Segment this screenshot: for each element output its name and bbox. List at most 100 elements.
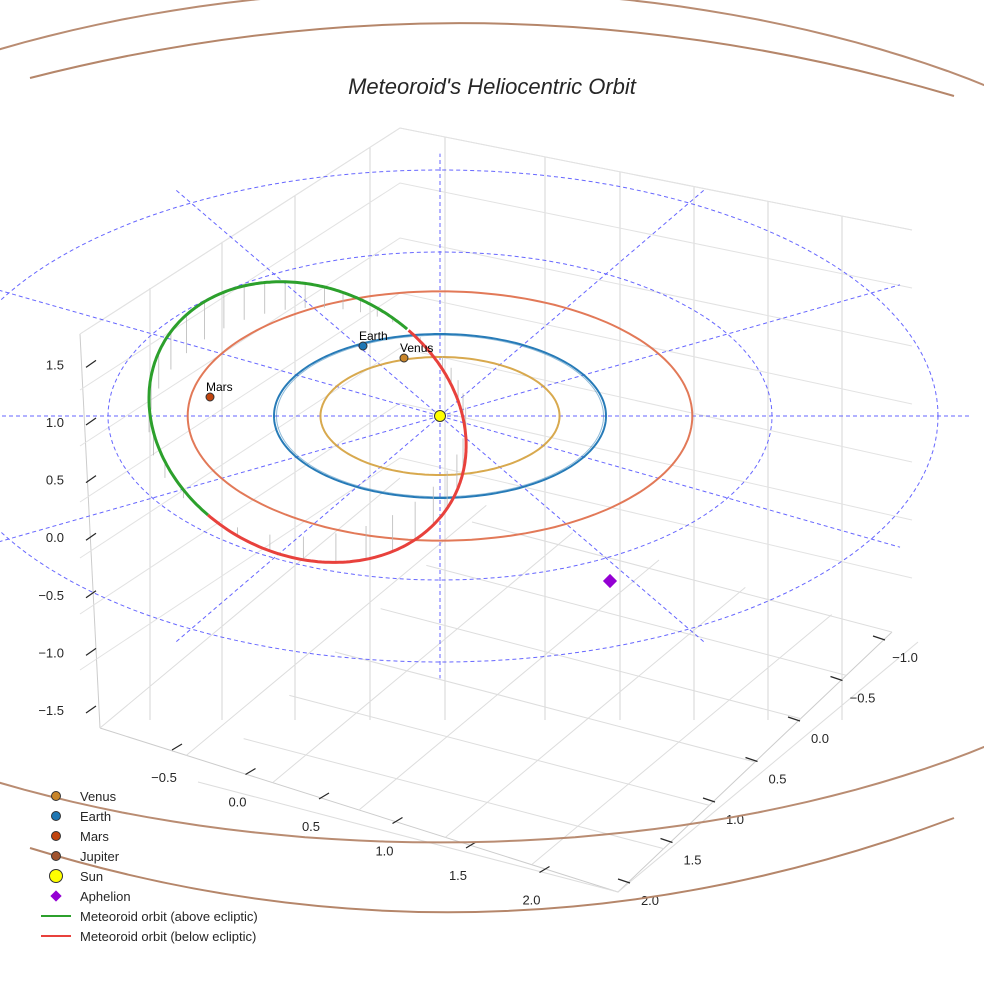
sun-marker — [434, 410, 446, 422]
z-tick-mark — [85, 705, 97, 714]
x-tick-label: 1.5 — [449, 868, 467, 883]
gridline-wall — [79, 457, 913, 671]
legend-swatch — [51, 811, 61, 821]
legend-label: Meteoroid orbit (below ecliptic) — [80, 928, 257, 944]
x-tick-label: −0.5 — [151, 770, 177, 785]
gridline-wall — [79, 127, 913, 335]
gridline-floor — [243, 738, 664, 850]
z-tick-mark — [85, 475, 97, 484]
axis-ticks: −1.5 −1.0 −0.5 0.0 0.5 1.0 1.5 −0.5 0.0 0.5 1.0 1.5… — [38, 357, 918, 908]
legend: Venus Earth Mars Jupiter Sun Aphelion Meteoroi… — [40, 786, 258, 946]
reference-spoke — [439, 415, 706, 644]
gridline-wall — [79, 402, 913, 615]
orbit-jupiter — [0, 0, 984, 844]
meteoroid-orbit-below — [207, 329, 468, 564]
planet-marker-venus — [399, 353, 409, 363]
gridline-wall — [79, 237, 913, 447]
ecliptic-reference-grid — [0, 153, 972, 679]
legend-label: Sun — [80, 868, 104, 884]
orbit-earth-trace — [275, 334, 604, 498]
reference-spoke — [174, 415, 441, 644]
z-tick-mark — [85, 532, 97, 541]
legend-item: Aphelion — [40, 886, 258, 906]
reference-spoke — [439, 284, 901, 417]
gridline-floor — [186, 504, 487, 756]
gridline-wall — [79, 347, 913, 559]
legend-swatch — [41, 915, 71, 917]
legend-label: Venus — [80, 788, 117, 804]
legend-label: Earth — [80, 808, 112, 824]
x-tick-mark — [392, 816, 403, 825]
x-tick-mark — [539, 865, 550, 874]
planet-marker-mars — [205, 392, 215, 402]
z-tick-mark — [85, 647, 97, 656]
legend-item: Earth — [40, 806, 258, 826]
y-tick-mark — [745, 756, 758, 763]
gridline-wall — [79, 182, 913, 391]
gridline-floor — [445, 586, 746, 838]
gridline-floor — [99, 477, 401, 729]
y-tick-label: 0.0 — [811, 731, 829, 746]
gridline-floor — [531, 614, 832, 866]
legend-swatch — [51, 851, 61, 861]
legend-item: Venus — [40, 786, 258, 806]
z-tick-label: 0.5 — [46, 473, 64, 488]
y-tick-label: −1.0 — [892, 650, 918, 665]
legend-key — [40, 806, 72, 826]
z-tick-label: 1.0 — [46, 415, 64, 430]
meteoroid-orbit — [147, 280, 468, 564]
legend-swatch — [50, 890, 62, 902]
legend-label: Jupiter — [80, 848, 120, 864]
y-tick-label: −0.5 — [850, 691, 876, 706]
x-tick-mark — [245, 767, 256, 776]
reference-spoke — [0, 289, 441, 417]
orbit-jupiter-bottom-arc — [29, 817, 955, 914]
orbit-mars — [186, 290, 694, 542]
planet-orbits — [0, 0, 984, 914]
z-tick-label: 1.5 — [46, 357, 64, 372]
legend-label: Aphelion — [80, 888, 131, 904]
reference-spoke — [439, 188, 706, 417]
z-tick-label: −1.5 — [38, 703, 64, 718]
planet-marker-earth — [358, 341, 368, 351]
aphelion-marker — [602, 573, 618, 589]
gridline-floor — [426, 564, 847, 676]
gridline-floor — [289, 694, 710, 806]
z-tick-mark — [85, 417, 97, 426]
gridline-floor — [617, 641, 919, 893]
chart-title: Meteoroid's Heliocentric Orbit — [348, 74, 636, 99]
legend-key — [40, 866, 72, 886]
planet-label-earth: Earth — [359, 329, 388, 343]
gridline-floor — [272, 532, 573, 784]
gridline-floor — [471, 521, 893, 633]
reference-spoke — [174, 188, 441, 417]
legend-item: Meteoroid orbit (below ecliptic) — [40, 926, 258, 946]
orbit-venus — [319, 356, 561, 476]
markers: Earth Venus Mars — [205, 329, 618, 589]
z-tick-label: −1.0 — [38, 645, 64, 660]
legend-item: Mars — [40, 826, 258, 846]
y-tick-mark — [702, 797, 716, 803]
y-tick-mark — [830, 675, 843, 682]
y-tick-mark — [787, 716, 801, 722]
y-tick-mark — [872, 635, 886, 641]
x-tick-label: 0.5 — [302, 819, 320, 834]
legend-key — [40, 786, 72, 806]
gridline-floor — [334, 651, 756, 763]
x-tick-label: 1.0 — [375, 844, 393, 859]
y-tick-label: 0.5 — [768, 772, 786, 787]
y-tick-mark — [617, 878, 631, 884]
gridline-floor — [380, 608, 801, 720]
meteoroid-orbit-above — [147, 280, 409, 517]
legend-key — [40, 846, 72, 866]
x-tick-mark — [171, 743, 183, 751]
z-tick-label: 0.0 — [46, 530, 64, 545]
z-tick-mark — [85, 590, 97, 599]
y-tick-mark — [660, 837, 673, 844]
reference-spoke — [439, 415, 901, 548]
legend-key — [40, 926, 72, 946]
x-tick-label: 2.0 — [522, 893, 540, 908]
box-left-edge — [79, 333, 101, 729]
reference-spoke — [0, 415, 441, 543]
x-tick-mark — [318, 792, 330, 800]
